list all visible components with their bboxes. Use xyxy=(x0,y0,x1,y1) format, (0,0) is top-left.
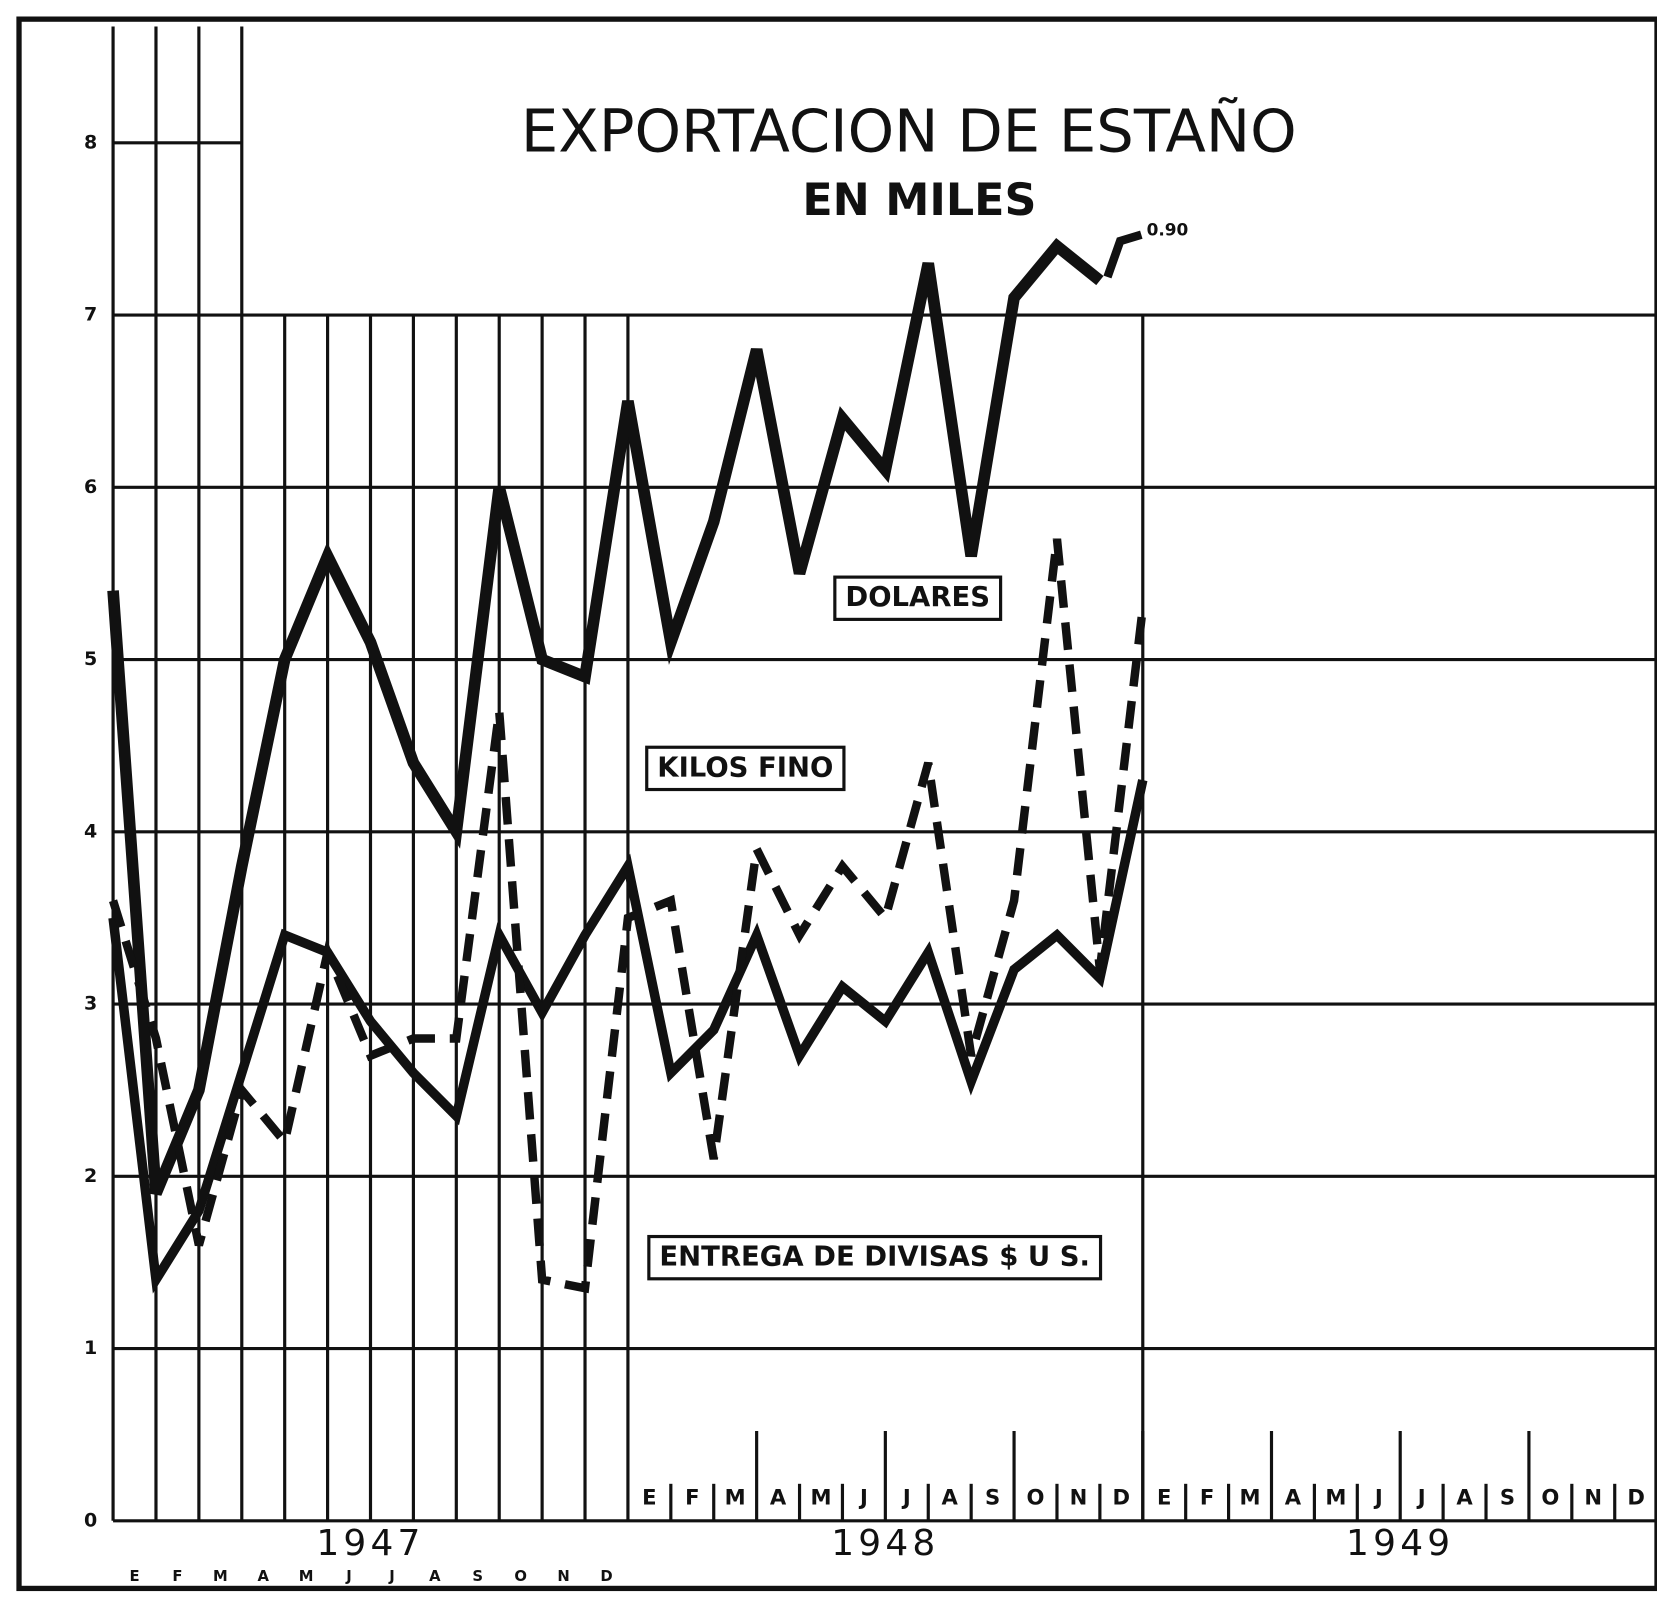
x-tick-label: A xyxy=(429,1568,441,1585)
x-tick-label: S xyxy=(1500,1485,1515,1510)
frame xyxy=(16,16,1657,1592)
x-tick-label: N xyxy=(1584,1485,1602,1510)
y-tick-label: 0 xyxy=(84,1509,97,1531)
x-tick-label: O xyxy=(514,1568,527,1585)
x-tick-label: A xyxy=(1456,1485,1473,1510)
x-tick-label: M xyxy=(1240,1485,1261,1510)
x-tick-label: F xyxy=(685,1485,699,1510)
x-tick-label: O xyxy=(1027,1485,1045,1510)
series-line xyxy=(108,779,1148,1294)
x-tick-label: E xyxy=(642,1485,656,1510)
year-label: 1949 xyxy=(1346,1523,1454,1564)
series-line xyxy=(107,238,1104,1196)
x-tick-label: D xyxy=(1113,1485,1131,1510)
y-tick-label: 1 xyxy=(84,1337,97,1359)
chart-title: EXPORTACION DE ESTAÑO xyxy=(521,96,1297,165)
x-tick-label: J xyxy=(1373,1485,1383,1510)
y-tick-label: 8 xyxy=(84,131,97,153)
x-tick-label: F xyxy=(172,1568,182,1585)
legend-label: KILOS FINO xyxy=(657,752,833,783)
annotation: 0.90 xyxy=(1147,219,1189,239)
x-tick-label: M xyxy=(810,1485,831,1510)
series-line xyxy=(109,538,1147,1294)
x-tick-label: O xyxy=(1541,1485,1559,1510)
x-tick-label: M xyxy=(725,1485,746,1510)
y-tick-label: 3 xyxy=(84,993,97,1015)
x-tick-label: D xyxy=(600,1568,612,1585)
x-tick-label: J xyxy=(858,1485,868,1510)
x-tick-label: E xyxy=(1157,1485,1171,1510)
legend-label: ENTREGA DE DIVISAS $ U S. xyxy=(659,1242,1090,1273)
legend-box xyxy=(645,745,846,792)
y-tick-label: 2 xyxy=(84,1165,97,1187)
legend-box xyxy=(833,575,1003,621)
year-label: 1947 xyxy=(316,1523,424,1564)
annotation-mark xyxy=(1103,230,1143,279)
y-tick-label: 5 xyxy=(84,648,97,670)
x-tick-label: M xyxy=(213,1568,228,1585)
x-tick-label: S xyxy=(985,1485,1000,1510)
legend-box xyxy=(647,1234,1103,1281)
x-tick-label: A xyxy=(1285,1485,1302,1510)
x-tick-label: D xyxy=(1627,1485,1645,1510)
legend-label: DOLARES xyxy=(845,582,990,613)
x-tick-label: N xyxy=(1070,1485,1088,1510)
x-tick-label: A xyxy=(942,1485,959,1510)
x-tick-label: A xyxy=(258,1568,270,1585)
x-tick-label: J xyxy=(345,1568,352,1585)
y-tick-label: 6 xyxy=(84,476,97,498)
x-tick-label: J xyxy=(388,1568,395,1585)
year-label: 1948 xyxy=(831,1523,939,1564)
x-tick-label: F xyxy=(1200,1485,1214,1510)
x-tick-label: A xyxy=(770,1485,787,1510)
x-tick-label: J xyxy=(901,1485,911,1510)
chart-subtitle: EN MILES xyxy=(802,175,1036,226)
y-tick-label: 7 xyxy=(84,304,97,326)
x-tick-label: E xyxy=(129,1568,139,1585)
y-tick-label: 4 xyxy=(84,820,97,842)
x-tick-label: J xyxy=(1416,1485,1426,1510)
x-tick-label: S xyxy=(472,1568,483,1585)
x-tick-label: N xyxy=(557,1568,569,1585)
x-tick-label: M xyxy=(1325,1485,1346,1510)
x-tick-label: M xyxy=(299,1568,314,1585)
